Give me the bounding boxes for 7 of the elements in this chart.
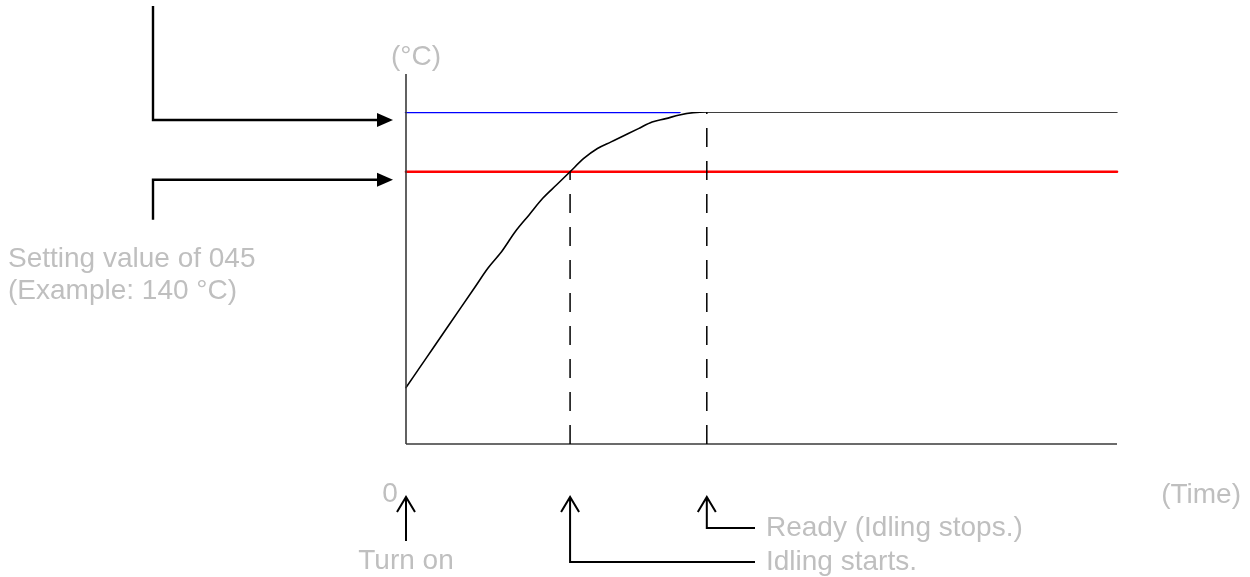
text: 0 (382, 477, 398, 509)
text: Idling starts. (766, 545, 917, 577)
text: Setting value of 045 (Example: 140 °C) (8, 241, 257, 306)
x-axis-title: (Time) (1161, 478, 1241, 510)
text: Turn on (358, 544, 454, 576)
text: Ready (Idling stops.) (766, 511, 1023, 543)
y-axis-title: (°C) (390, 40, 442, 72)
